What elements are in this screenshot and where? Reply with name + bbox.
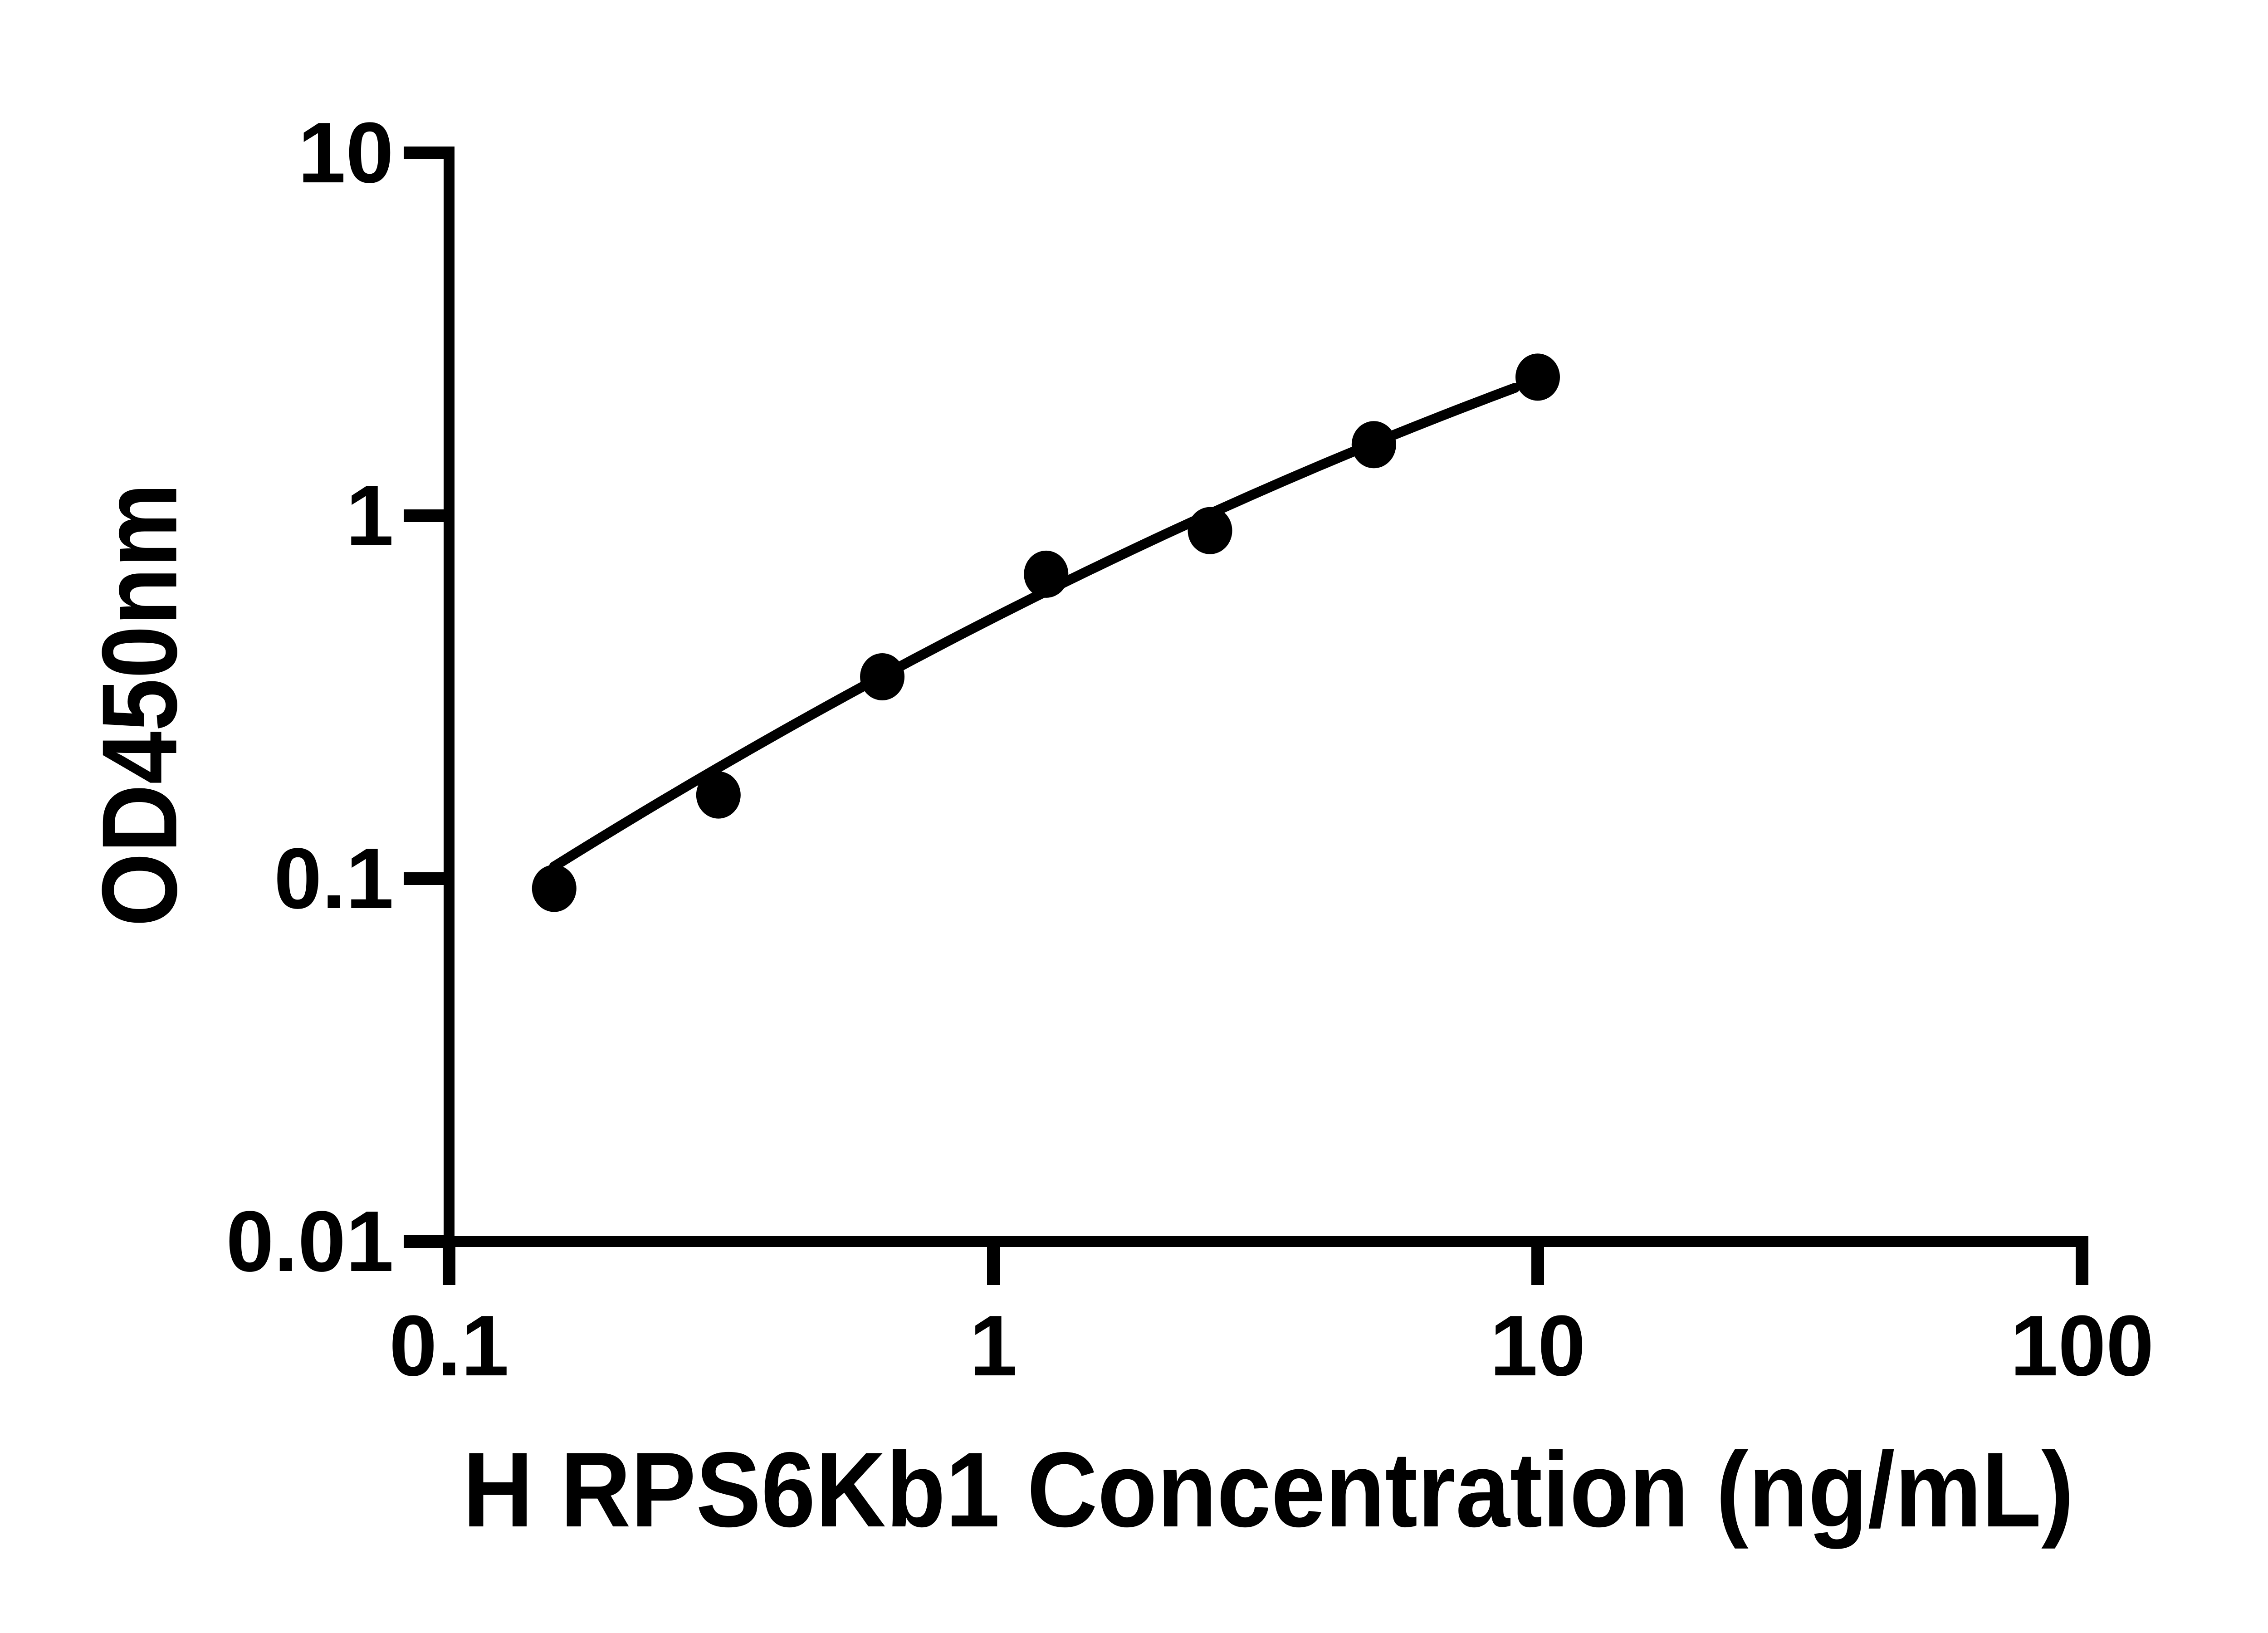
y-axis-title: OD450nm — [80, 483, 199, 927]
x-tick-label: 100 — [2010, 1298, 2154, 1394]
x-tick-label: 10 — [1490, 1298, 1585, 1394]
data-point — [1188, 507, 1232, 554]
x-axis-title: H RPS6Kb1 Concentration (ng/mL) — [463, 1430, 2074, 1549]
y-tick-label: 0.1 — [274, 831, 394, 927]
data-point — [1515, 353, 1560, 401]
y-tick-label: 10 — [298, 105, 394, 201]
x-tick-label: 0.1 — [389, 1298, 509, 1394]
data-point — [532, 865, 577, 912]
x-tick-label: 1 — [969, 1298, 1017, 1394]
y-tick-label: 1 — [346, 468, 394, 564]
axes-layer — [404, 147, 2088, 1285]
data-point — [1351, 421, 1396, 469]
data-point — [860, 653, 905, 700]
y-tick-label: 0.01 — [226, 1193, 394, 1290]
data-point — [1024, 550, 1069, 598]
data-point — [696, 771, 741, 819]
data-points-layer — [532, 353, 1560, 912]
